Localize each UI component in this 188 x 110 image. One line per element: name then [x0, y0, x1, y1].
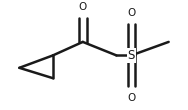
- Text: O: O: [127, 93, 135, 103]
- Text: S: S: [128, 49, 135, 62]
- Text: O: O: [127, 8, 135, 18]
- Text: O: O: [79, 2, 87, 12]
